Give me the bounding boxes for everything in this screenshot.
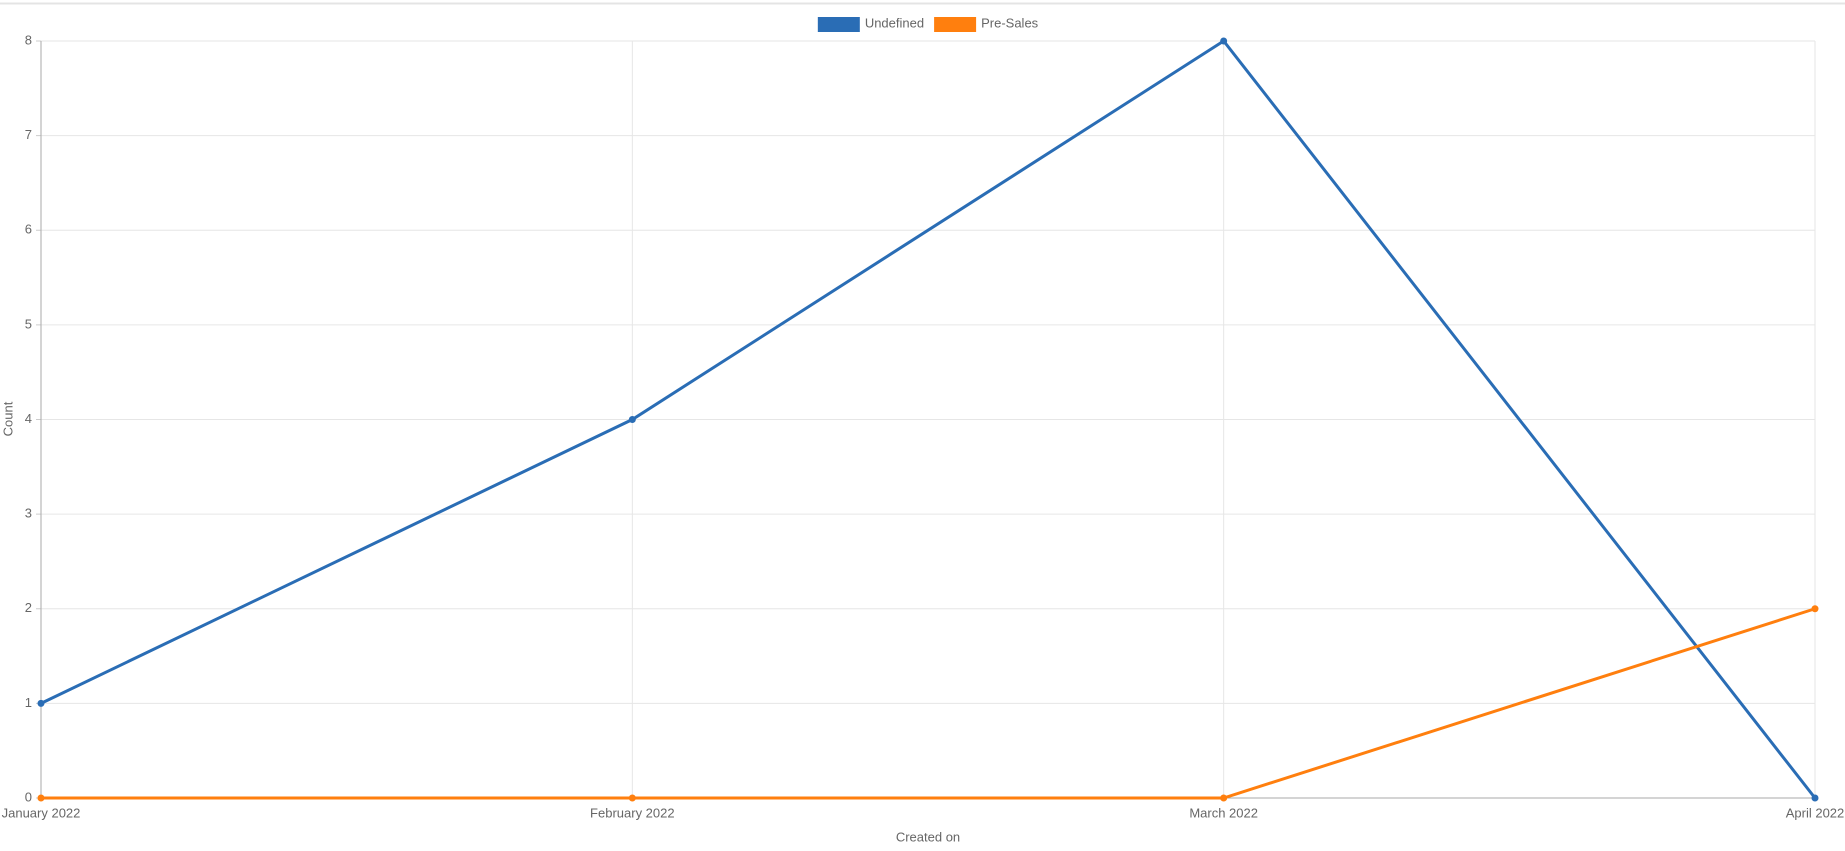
data-point[interactable] [628, 794, 636, 802]
data-point[interactable] [1220, 37, 1228, 45]
data-point[interactable] [37, 794, 45, 802]
data-point[interactable] [1220, 794, 1228, 802]
y-tick-label: 3 [25, 506, 32, 521]
data-point[interactable] [1811, 794, 1819, 802]
x-tick-label: February 2022 [590, 805, 675, 820]
y-tick-label: 2 [25, 600, 32, 615]
y-tick-label: 0 [25, 789, 32, 804]
x-tick-label: April 2022 [1786, 805, 1845, 820]
y-tick-label: 8 [25, 32, 32, 47]
y-tick-label: 6 [25, 222, 32, 237]
legend-swatch[interactable] [817, 17, 860, 32]
y-tick-label: 1 [25, 695, 32, 710]
series-line [40, 39, 1817, 799]
legend-label[interactable]: Undefined [865, 15, 924, 30]
y-tick-label: 5 [25, 316, 32, 331]
data-point[interactable] [1811, 605, 1819, 613]
x-tick-label: January 2022 [2, 805, 81, 820]
y-tick-label: 4 [25, 411, 32, 426]
data-point[interactable] [37, 699, 45, 707]
x-axis-title: Created on [896, 829, 960, 844]
legend-swatch[interactable] [934, 17, 977, 32]
x-tick-label: March 2022 [1189, 805, 1258, 820]
y-tick-label: 7 [25, 127, 32, 142]
y-axis-title: Count [0, 401, 15, 436]
legend-label[interactable]: Pre-Sales [981, 15, 1039, 30]
series-line [41, 607, 1816, 800]
data-point[interactable] [628, 416, 636, 423]
